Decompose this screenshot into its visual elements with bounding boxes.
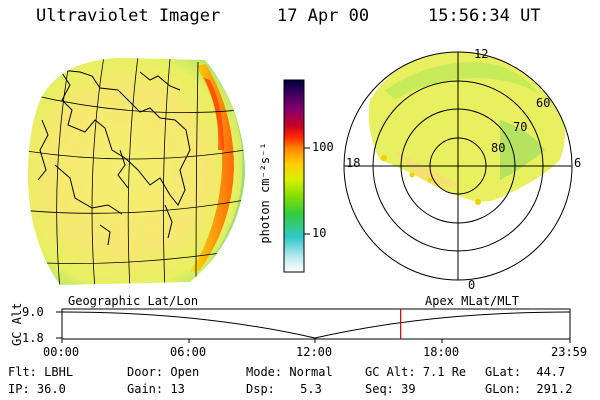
time-label: 15:56:34 UT xyxy=(428,6,541,26)
info-mode: Mode: Normal xyxy=(246,365,333,379)
gc-alt-tick-high: 9.0 xyxy=(22,305,44,319)
mlt-label-0: 0 xyxy=(468,278,476,292)
info-flt: Flt: LBHL xyxy=(8,365,74,379)
mlt-label-6: 6 xyxy=(574,156,582,170)
date-label: 17 Apr 00 xyxy=(277,6,370,26)
colorbar-tick-10: 10 xyxy=(312,226,327,240)
lat-label-80: 80 xyxy=(491,141,506,155)
gc-alt-tick-low: 1.8 xyxy=(22,331,44,345)
lat-label-60: 60 xyxy=(536,96,551,110)
apex-mlat-mlt-label: Apex MLat/MLT xyxy=(425,294,519,308)
info-seq: Seq: 39 xyxy=(365,382,416,396)
info-dsp: Dsp: 5.3 xyxy=(246,382,322,396)
colorbar-unit-label: photon cm⁻²s⁻¹ xyxy=(258,142,272,244)
timeline-plot xyxy=(56,308,571,343)
colorbar xyxy=(283,79,310,273)
polar-plot xyxy=(343,51,573,281)
instrument-title: Ultraviolet Imager xyxy=(36,6,221,26)
lat-lon-grid xyxy=(28,58,245,285)
info-ip: IP: 36.0 xyxy=(8,382,66,396)
info-glat: GLat: 44.7 xyxy=(485,365,566,379)
earth-disk-image xyxy=(28,58,245,285)
time-tick-1800: 18:00 xyxy=(423,345,460,359)
info-door: Door: Open xyxy=(127,365,200,379)
lat-label-70: 70 xyxy=(513,120,528,134)
geo-lat-lon-label: Geographic Lat/Lon xyxy=(68,294,199,308)
time-tick-2359: 23:59 xyxy=(551,345,588,359)
info-gc-alt: GC Alt: 7.1 Re xyxy=(365,365,467,379)
time-tick-1200: 12:00 xyxy=(296,345,333,359)
time-tick-0000: 00:00 xyxy=(43,345,80,359)
mlt-label-18: 18 xyxy=(346,156,361,170)
info-gain: Gain: 13 xyxy=(127,382,185,396)
colorbar-tick-100: 100 xyxy=(312,140,334,154)
info-glon: GLon: 291.2 xyxy=(485,382,573,396)
mlt-label-12: 12 xyxy=(474,47,489,61)
time-tick-0600: 06:00 xyxy=(170,345,207,359)
